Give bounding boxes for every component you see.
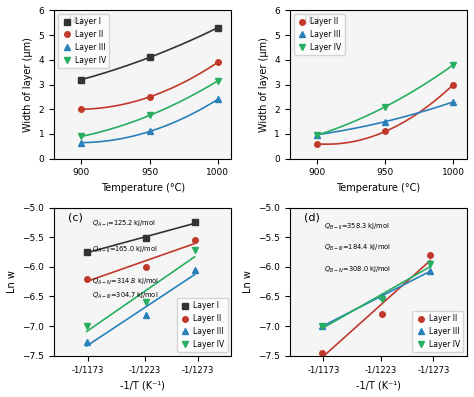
Layer IV (192, 248, 198, 252)
Text: (d): (d) (304, 212, 320, 222)
Layer II (451, 82, 456, 87)
Layer III (215, 97, 220, 102)
Text: $Q_{B-II}$=358.3 kJ/mol: $Q_{B-II}$=358.3 kJ/mol (324, 221, 390, 231)
Line: Layer I: Layer I (79, 25, 220, 83)
Legend: Layer I, Layer II, Layer III, Layer IV: Layer I, Layer II, Layer III, Layer IV (58, 14, 109, 68)
Text: $Q_{B-IV}$=308.0 kJ/mol: $Q_{B-IV}$=308.0 kJ/mol (324, 264, 392, 275)
Layer III (147, 129, 153, 134)
Layer I (84, 250, 90, 254)
Text: $Q_{A-I}$=125.2 kJ/mol: $Q_{A-I}$=125.2 kJ/mol (92, 218, 155, 229)
Layer IV (215, 79, 220, 83)
Layer II (314, 141, 320, 146)
Line: Layer II: Layer II (79, 60, 220, 112)
Line: Layer IV: Layer IV (319, 261, 433, 329)
Line: Layer I: Layer I (84, 220, 198, 255)
Text: (a): (a) (68, 15, 84, 25)
Line: Layer III: Layer III (319, 268, 433, 329)
Text: (b): (b) (304, 15, 319, 25)
Y-axis label: Ln w: Ln w (243, 270, 253, 293)
Line: Layer IV: Layer IV (84, 247, 198, 329)
Text: (c): (c) (68, 212, 83, 222)
Layer II (383, 129, 388, 134)
Layer II (379, 312, 384, 317)
Line: Layer IV: Layer IV (79, 78, 220, 139)
Text: $Q_{B-III}$=184.4 kJ/mol: $Q_{B-III}$=184.4 kJ/mol (324, 243, 391, 253)
Layer IV (379, 297, 384, 302)
Legend: Layer II, Layer III, Layer IV: Layer II, Layer III, Layer IV (293, 14, 345, 55)
Layer IV (383, 104, 388, 109)
Line: Layer III: Layer III (84, 267, 198, 345)
Layer IV (79, 134, 84, 139)
Layer II (84, 276, 90, 281)
Layer IV (84, 324, 90, 328)
Layer II (79, 107, 84, 112)
Legend: Layer II, Layer III, Layer IV: Layer II, Layer III, Layer IV (412, 311, 463, 352)
Layer III (379, 294, 384, 299)
Layer I (192, 220, 198, 225)
X-axis label: Temperature (°C): Temperature (°C) (337, 183, 420, 193)
Layer I (147, 55, 153, 60)
Layer III (319, 324, 325, 328)
Legend: Layer I, Layer II, Layer III, Layer IV: Layer I, Layer II, Layer III, Layer IV (176, 299, 228, 352)
Layer IV (428, 262, 433, 266)
Layer III (79, 140, 84, 145)
Layer III (192, 268, 198, 272)
Layer III (314, 132, 320, 137)
Line: Layer III: Layer III (79, 96, 220, 145)
Y-axis label: Ln w: Ln w (7, 270, 17, 293)
Layer II (143, 264, 149, 269)
Layer III (383, 119, 388, 124)
Layer IV (319, 324, 325, 328)
Y-axis label: Width of layer (μm): Width of layer (μm) (23, 37, 33, 132)
Line: Layer II: Layer II (314, 82, 456, 146)
Layer II (428, 252, 433, 257)
Layer II (215, 60, 220, 65)
Layer III (84, 340, 90, 345)
Layer IV (451, 62, 456, 67)
Layer III (451, 100, 456, 104)
Line: Layer IV: Layer IV (314, 62, 456, 138)
Layer IV (314, 133, 320, 138)
Y-axis label: Width of layer (μm): Width of layer (μm) (259, 37, 269, 132)
Line: Layer III: Layer III (314, 99, 456, 137)
Layer I (79, 77, 84, 82)
Text: $Q_{A-IV}$=314.8 kJ/mol: $Q_{A-IV}$=314.8 kJ/mol (92, 276, 159, 287)
X-axis label: Temperature (°C): Temperature (°C) (100, 183, 185, 193)
Layer II (147, 94, 153, 99)
Text: $Q_{A-III}$=304.7 kJ/mol: $Q_{A-III}$=304.7 kJ/mol (92, 291, 158, 301)
Layer III (428, 269, 433, 274)
Layer IV (147, 113, 153, 118)
Layer I (143, 236, 149, 241)
Layer II (319, 351, 325, 355)
Line: Layer II: Layer II (319, 252, 433, 356)
Text: $Q_{A-II}$=165.0 kJ/mol: $Q_{A-II}$=165.0 kJ/mol (92, 245, 157, 255)
X-axis label: -1/T (K⁻¹): -1/T (K⁻¹) (356, 380, 401, 390)
Layer IV (143, 300, 149, 305)
Layer I (215, 25, 220, 30)
X-axis label: -1/T (K⁻¹): -1/T (K⁻¹) (120, 380, 165, 390)
Layer III (143, 313, 149, 318)
Line: Layer II: Layer II (84, 237, 198, 281)
Layer II (192, 238, 198, 243)
